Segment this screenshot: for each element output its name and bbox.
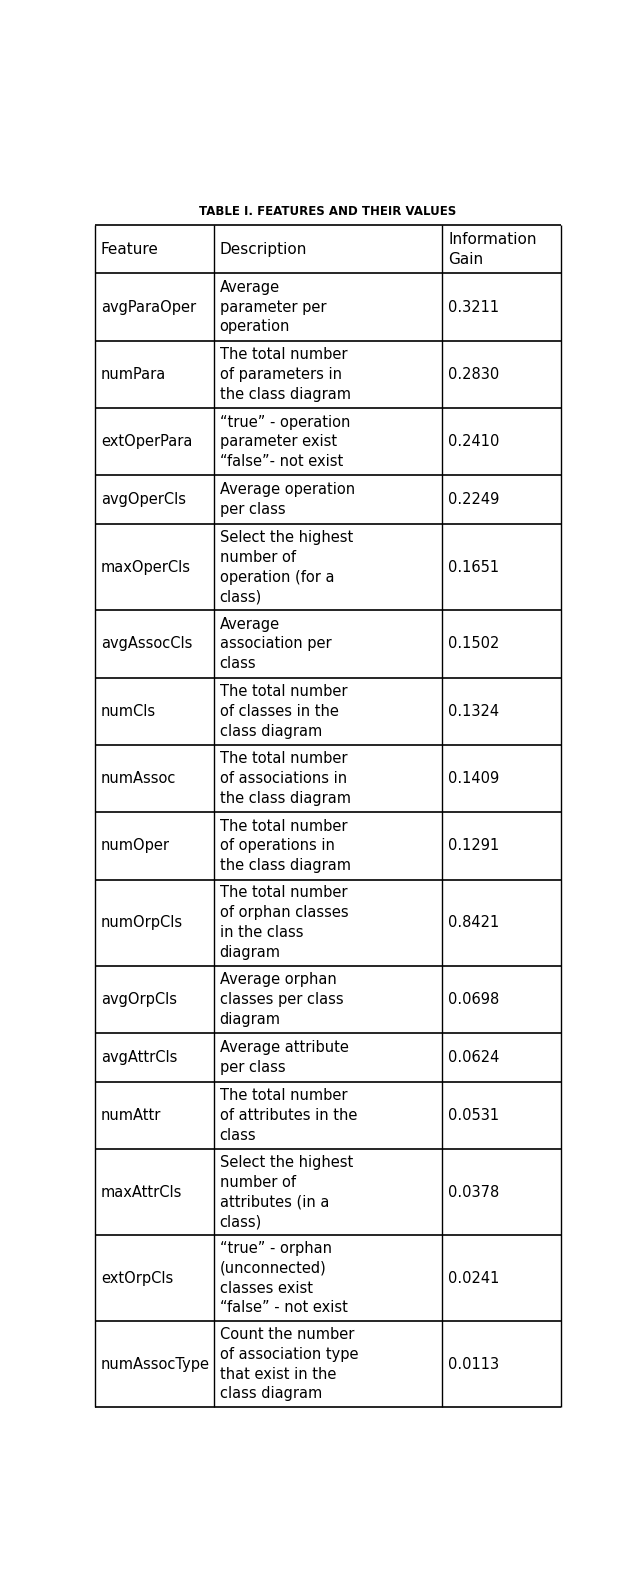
Text: numAttr: numAttr [101,1108,161,1123]
Text: 0.8421: 0.8421 [448,915,499,931]
Text: Average operation
per class: Average operation per class [220,483,355,518]
Text: extOperPara: extOperPara [101,435,192,449]
Text: 0.1651: 0.1651 [448,559,499,575]
Text: Select the highest
number of
attributes (in a
class): Select the highest number of attributes … [220,1154,353,1229]
Text: 0.0113: 0.0113 [448,1356,499,1372]
Text: The total number
of orphan classes
in the class
diagram: The total number of orphan classes in th… [220,886,348,959]
Text: 0.1291: 0.1291 [448,838,499,853]
Text: The total number
of parameters in
the class diagram: The total number of parameters in the cl… [220,348,351,402]
Text: The total number
of classes in the
class diagram: The total number of classes in the class… [220,684,348,738]
Text: 0.0378: 0.0378 [448,1185,499,1199]
Text: extOrpCls: extOrpCls [101,1270,173,1286]
Text: The total number
of attributes in the
class: The total number of attributes in the cl… [220,1088,357,1143]
Text: 0.2410: 0.2410 [448,435,500,449]
Text: numOper: numOper [101,838,170,853]
Text: Select the highest
number of
operation (for a
class): Select the highest number of operation (… [220,530,353,605]
Text: 0.0241: 0.0241 [448,1270,500,1286]
Text: 0.2830: 0.2830 [448,367,499,383]
Text: Feature: Feature [101,241,159,257]
Text: The total number
of operations in
the class diagram: The total number of operations in the cl… [220,819,351,873]
Text: numOrpCls: numOrpCls [101,915,183,931]
Text: avgOrpCls: avgOrpCls [101,992,177,1007]
Text: 0.1502: 0.1502 [448,637,500,651]
Text: 0.2249: 0.2249 [448,492,500,507]
Text: Average
association per
class: Average association per class [220,616,332,672]
Text: 0.0698: 0.0698 [448,992,499,1007]
Text: Average orphan
classes per class
diagram: Average orphan classes per class diagram [220,972,343,1027]
Text: Count the number
of association type
that exist in the
class diagram: Count the number of association type tha… [220,1328,358,1401]
Text: “true” - operation
parameter exist
“false”- not exist: “true” - operation parameter exist “fals… [220,414,350,468]
Text: TABLE I. FEATURES AND THEIR VALUES: TABLE I. FEATURES AND THEIR VALUES [200,205,456,218]
Text: avgOperCls: avgOperCls [101,492,186,507]
Text: 0.3211: 0.3211 [448,300,499,314]
Text: numAssocType: numAssocType [101,1356,210,1372]
Text: avgAssocCls: avgAssocCls [101,637,192,651]
Text: numAssoc: numAssoc [101,772,176,786]
Text: maxAttrCls: maxAttrCls [101,1185,182,1199]
Text: maxOperCls: maxOperCls [101,559,191,575]
Text: 0.1409: 0.1409 [448,772,499,786]
Text: numPara: numPara [101,367,166,383]
Text: Average
parameter per
operation: Average parameter per operation [220,279,326,335]
Text: 0.1324: 0.1324 [448,703,499,719]
Text: Average attribute
per class: Average attribute per class [220,1040,349,1075]
Text: Description: Description [220,241,307,257]
Text: Information
Gain: Information Gain [448,232,537,267]
Text: “true” - orphan
(unconnected)
classes exist
“false” - not exist: “true” - orphan (unconnected) classes ex… [220,1240,348,1315]
Text: avgAttrCls: avgAttrCls [101,1050,177,1066]
Text: 0.0624: 0.0624 [448,1050,500,1066]
Text: numCls: numCls [101,703,156,719]
Text: avgParaOper: avgParaOper [101,300,196,314]
Text: The total number
of associations in
the class diagram: The total number of associations in the … [220,751,351,805]
Text: 0.0531: 0.0531 [448,1108,499,1123]
